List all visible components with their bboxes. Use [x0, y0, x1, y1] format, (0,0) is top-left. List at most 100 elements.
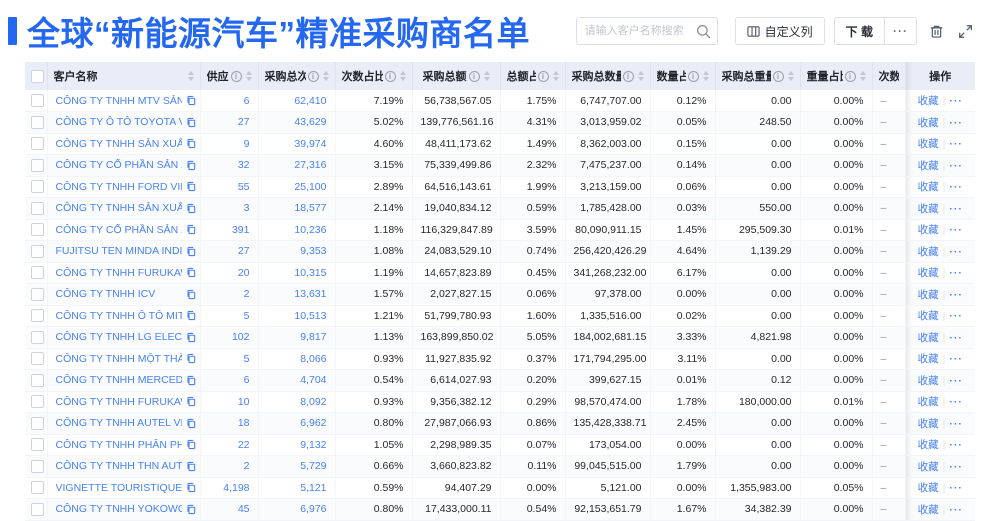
row-checkbox[interactable]: [31, 416, 44, 430]
row-checkbox[interactable]: [31, 115, 44, 129]
customer-name-link[interactable]: CÔNG TY TNHH FURUKAWA A...: [55, 395, 182, 408]
favorite-button[interactable]: 收藏: [917, 267, 939, 280]
row-checkbox[interactable]: [31, 395, 44, 409]
row-more-button[interactable]: ···: [949, 482, 963, 495]
info-icon[interactable]: i: [384, 70, 396, 82]
row-more-button[interactable]: ···: [949, 310, 963, 323]
row-checkbox[interactable]: [31, 244, 44, 258]
copy-icon[interactable]: [186, 332, 196, 343]
copy-icon[interactable]: [186, 267, 196, 278]
info-icon[interactable]: i: [622, 70, 634, 82]
search-input[interactable]: [576, 18, 717, 44]
customize-columns-button[interactable]: 自定义列: [734, 17, 825, 45]
info-icon[interactable]: i: [307, 70, 319, 82]
fullscreen-icon[interactable]: [955, 20, 975, 42]
copy-icon[interactable]: [186, 224, 196, 235]
row-more-button[interactable]: ···: [949, 288, 963, 301]
info-icon[interactable]: i: [772, 70, 784, 82]
customer-name-link[interactable]: FUJITSU TEN MINDA INDIA PVT...: [55, 245, 182, 258]
row-more-button[interactable]: ···: [949, 267, 963, 280]
select-all-checkbox[interactable]: [31, 69, 44, 83]
row-checkbox[interactable]: [31, 352, 44, 366]
download-button[interactable]: 下 载: [833, 17, 885, 45]
search-icon[interactable]: [696, 24, 711, 39]
copy-icon[interactable]: [186, 289, 196, 300]
customer-name-link[interactable]: VIGNETTE TOURISTIQUE G UNI...: [55, 481, 182, 494]
customer-name-link[interactable]: CÔNG TY TNHH MERCEDES-B...: [55, 374, 182, 387]
row-checkbox[interactable]: [31, 180, 44, 194]
row-checkbox[interactable]: [31, 137, 44, 151]
favorite-button[interactable]: 收藏: [917, 288, 939, 301]
row-more-button[interactable]: ···: [949, 439, 963, 452]
copy-icon[interactable]: [186, 203, 196, 214]
row-checkbox[interactable]: [31, 330, 44, 344]
customer-name-link[interactable]: CÔNG TY TNHH ICV: [55, 288, 156, 301]
copy-icon[interactable]: [186, 418, 196, 429]
row-more-button[interactable]: ···: [949, 417, 963, 430]
copy-icon[interactable]: [186, 353, 196, 364]
row-more-button[interactable]: ···: [949, 396, 963, 409]
sort-icon[interactable]: [399, 71, 406, 81]
copy-icon[interactable]: [186, 117, 196, 128]
favorite-button[interactable]: 收藏: [917, 245, 939, 258]
sort-icon[interactable]: [483, 71, 490, 81]
column-header-weight_pct[interactable]: 重量占比i: [800, 62, 873, 90]
copy-icon[interactable]: [186, 138, 196, 149]
customer-name-link[interactable]: CÔNG TY CỔ PHẦN SẢN XUẤT...: [55, 223, 182, 236]
sort-icon[interactable]: [322, 71, 329, 81]
column-header-weight[interactable]: 采购总重量i: [715, 62, 801, 90]
customer-name-link[interactable]: CÔNG TY TNHH YOKOWO VIỆT...: [55, 503, 182, 516]
row-more-button[interactable]: ···: [949, 95, 963, 107]
favorite-button[interactable]: 收藏: [917, 331, 939, 344]
favorite-button[interactable]: 收藏: [917, 310, 939, 323]
copy-icon[interactable]: [186, 396, 196, 407]
sort-icon[interactable]: [637, 71, 644, 81]
customer-name-link[interactable]: CÔNG TY TNHH MTV SẢN XUẤ...: [55, 94, 182, 107]
row-more-button[interactable]: ···: [949, 202, 963, 215]
row-checkbox[interactable]: [31, 309, 44, 323]
customer-name-link[interactable]: CÔNG TY TNHH SẢN XUẤT VÀ ...: [55, 202, 182, 215]
row-checkbox[interactable]: [31, 481, 44, 495]
favorite-button[interactable]: 收藏: [917, 116, 939, 129]
favorite-button[interactable]: 收藏: [917, 439, 939, 452]
row-checkbox[interactable]: [31, 459, 44, 473]
info-icon[interactable]: i: [844, 70, 856, 82]
sort-icon[interactable]: [702, 71, 709, 81]
customer-name-link[interactable]: CÔNG TY TNHH PHÂN PHỐI T...: [55, 438, 182, 451]
trash-icon[interactable]: [926, 20, 946, 42]
favorite-button[interactable]: 收藏: [917, 417, 939, 430]
row-checkbox[interactable]: [31, 94, 44, 107]
info-icon[interactable]: i: [537, 70, 549, 82]
row-more-button[interactable]: ···: [949, 353, 963, 366]
row-more-button[interactable]: ···: [949, 460, 963, 473]
info-icon[interactable]: i: [468, 70, 480, 82]
sort-icon[interactable]: [245, 71, 252, 81]
column-header-amount[interactable]: 采购总额 i: [412, 62, 501, 90]
column-header-name[interactable]: 客户名称: [47, 62, 201, 90]
customer-name-link[interactable]: CÔNG TY TNHH THN AUTOPAR...: [55, 460, 182, 473]
row-checkbox[interactable]: [31, 223, 44, 237]
download-more-button[interactable]: ···: [885, 17, 917, 45]
copy-icon[interactable]: [186, 246, 196, 257]
row-more-button[interactable]: ···: [949, 374, 963, 387]
favorite-button[interactable]: 收藏: [917, 353, 939, 366]
row-checkbox[interactable]: [31, 502, 44, 516]
favorite-button[interactable]: 收藏: [917, 159, 939, 172]
favorite-button[interactable]: 收藏: [917, 138, 939, 151]
customer-name-link[interactable]: CÔNG TY TNHH FORD VIỆT NAM: [55, 180, 182, 193]
copy-icon[interactable]: [186, 310, 196, 321]
column-header-quantity_pct[interactable]: 数量占比i: [650, 62, 716, 90]
column-header-amount_pct[interactable]: 总额占比i: [500, 62, 566, 90]
favorite-button[interactable]: 收藏: [917, 224, 939, 237]
row-more-button[interactable]: ···: [949, 331, 963, 344]
row-checkbox[interactable]: [31, 438, 44, 452]
row-more-button[interactable]: ···: [949, 181, 963, 194]
copy-icon[interactable]: [186, 160, 196, 171]
row-checkbox[interactable]: [31, 266, 44, 280]
row-checkbox[interactable]: [31, 287, 44, 301]
column-header-quantity[interactable]: 采购总数量i: [565, 62, 651, 90]
row-checkbox[interactable]: [31, 373, 44, 387]
favorite-button[interactable]: 收藏: [917, 482, 939, 495]
copy-icon[interactable]: [186, 482, 196, 493]
sort-icon[interactable]: [552, 71, 559, 81]
